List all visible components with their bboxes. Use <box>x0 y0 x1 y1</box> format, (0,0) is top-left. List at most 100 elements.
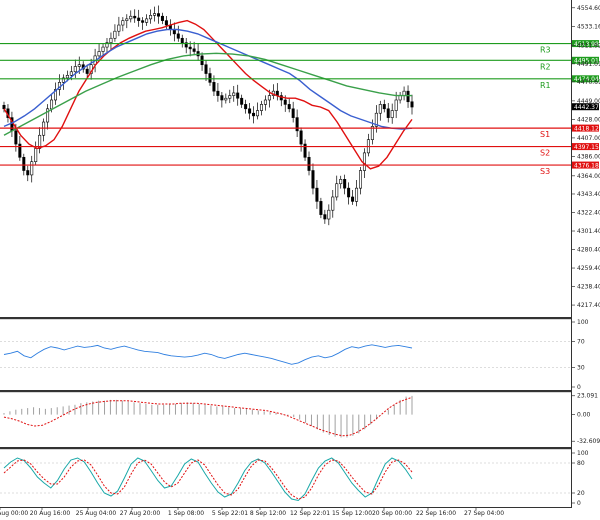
time-tick-label: 20 Aug 16:00 <box>30 510 71 517</box>
candle-body <box>307 156 311 171</box>
candle-body <box>355 187 359 202</box>
indicator-tick-label: -32.609 <box>577 438 600 445</box>
candle-body <box>22 156 26 171</box>
level-price-label: 4397.15 <box>574 144 599 151</box>
time-tick-label: 20 Sep 00:00 <box>372 510 412 517</box>
current-price-marker: 4442.37 <box>572 103 599 111</box>
time-tick-label: 18 Aug 00:00 <box>0 510 28 517</box>
candle-body <box>228 95 232 99</box>
candle-body <box>386 108 390 118</box>
candle-body <box>69 71 73 76</box>
candle-body <box>153 13 157 16</box>
candle-body <box>156 13 160 17</box>
time-tick-label: 27 Sep 04:00 <box>464 510 504 517</box>
price-tick-label: 4217.40 <box>577 302 600 309</box>
level-price-tag <box>572 161 599 169</box>
price-tick-label: 4533.16 <box>577 24 600 31</box>
candle-body <box>50 99 54 110</box>
candle-body <box>390 110 394 118</box>
candle-body <box>137 17 141 21</box>
candle-body <box>192 48 196 52</box>
indicator-tick-label: 80 <box>577 460 585 467</box>
candle-body <box>267 95 271 101</box>
candle-body <box>133 15 137 19</box>
current-price-tag <box>572 103 599 111</box>
candle-body <box>117 24 121 32</box>
level-price-label: 4376.18 <box>574 162 599 169</box>
moving-average-line-3 <box>3 52 412 136</box>
price-tick-label: 4428.00 <box>577 116 600 123</box>
candle-body <box>362 152 366 171</box>
candle-body <box>125 18 129 21</box>
candle-body <box>61 77 65 83</box>
candle-body <box>141 20 145 23</box>
candle-body <box>351 196 355 202</box>
level-price-label: 4495.01 <box>574 58 599 65</box>
time-tick-label: 27 Aug 20:00 <box>120 510 161 517</box>
price-tick-label: 4238.40 <box>577 284 600 291</box>
candle-body <box>343 179 347 189</box>
candle-body <box>65 74 69 79</box>
candle-body <box>232 92 236 96</box>
candle-body <box>394 99 398 111</box>
candle-body <box>291 108 295 118</box>
level-price-tag <box>572 75 599 83</box>
candle-body <box>204 64 208 74</box>
candle-body <box>256 110 260 117</box>
candle-body <box>212 82 216 92</box>
moving-averages <box>3 19 413 170</box>
candle-body <box>323 214 327 220</box>
price-tick-label: 4301.40 <box>577 228 600 235</box>
candle-body <box>14 130 18 145</box>
candle-body <box>113 30 117 39</box>
separator-3 <box>0 447 571 450</box>
candle-body <box>26 170 30 176</box>
candle-body <box>359 170 363 189</box>
candle-body <box>287 104 291 110</box>
time-tick-label: 1 Sep 08:00 <box>168 510 204 517</box>
level-price-label: 4513.98 <box>574 41 599 48</box>
moving-average-line-2 <box>3 28 413 130</box>
candle-body <box>184 42 188 48</box>
candle-body <box>327 209 331 220</box>
candle-body <box>77 64 81 67</box>
level-name-r2: R2 <box>540 62 551 71</box>
time-tick-label: 22 Sep 16:00 <box>416 510 456 517</box>
price-axis-ticks: 4554.60 4533.16 4511.92 4491.01 4470.61 4449.… <box>571 5 600 309</box>
candle-body <box>244 104 248 110</box>
candle-body <box>311 170 315 189</box>
stochastic-k-line <box>3 457 413 502</box>
candle-body <box>224 97 228 101</box>
time-tick-label: 8 Sep 12:00 <box>250 510 286 517</box>
price-tick-label: 4322.40 <box>577 209 600 216</box>
price-tick-label: 4470.61 <box>577 79 600 86</box>
candle-body <box>335 183 339 198</box>
price-panel: R3 4513.98 R2 4495.01 R1 4474.04 S1 4418.12 S2 43… <box>0 5 600 309</box>
candle-body <box>46 108 50 123</box>
macd-signal-line <box>3 396 413 437</box>
candle-body <box>283 99 287 105</box>
candle-body <box>259 104 263 111</box>
candle-body <box>53 89 57 101</box>
candle-body <box>129 15 133 20</box>
candle-body <box>339 179 343 185</box>
price-tick-label: 4280.40 <box>577 247 600 254</box>
price-tick-label: 4386.00 <box>577 153 600 160</box>
separator-1 <box>0 317 571 320</box>
separator-2 <box>0 390 571 393</box>
candle-body <box>410 101 414 108</box>
candle-body <box>180 37 184 43</box>
candle-body <box>97 51 101 57</box>
candle-body <box>145 18 149 23</box>
level-price-label: 4474.04 <box>574 76 599 83</box>
indicator-tick-label: 30 <box>577 365 585 372</box>
stochastic-d-line <box>3 459 413 500</box>
level-name-s3: S3 <box>540 167 550 176</box>
indicator-tick-label: 70 <box>577 339 585 346</box>
candle-body <box>216 90 220 96</box>
candle-body <box>315 187 319 202</box>
candle-body <box>378 104 382 114</box>
level-price-tag <box>572 56 599 64</box>
